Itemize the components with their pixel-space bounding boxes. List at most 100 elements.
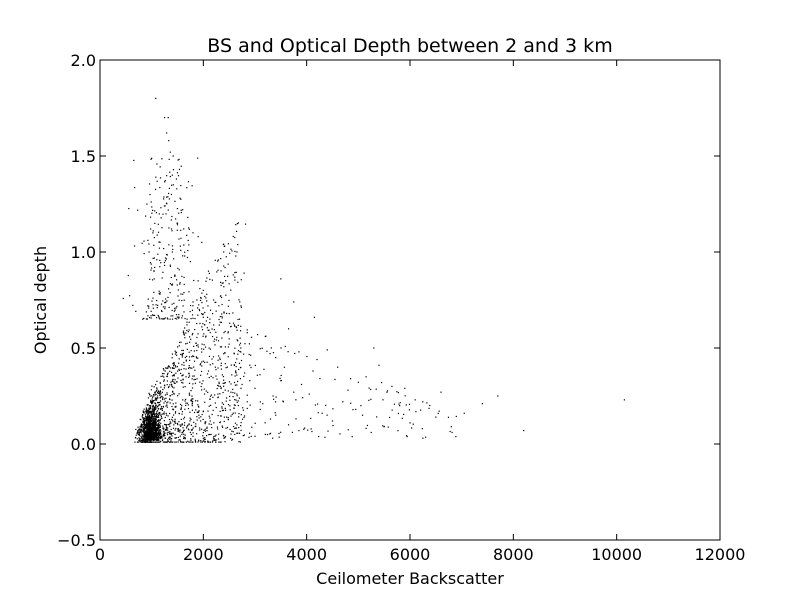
data-point-dense <box>254 364 256 367</box>
data-point-dense <box>160 440 162 442</box>
data-point-dense <box>206 373 209 375</box>
data-point <box>231 439 233 441</box>
data-point-dense <box>166 404 168 406</box>
data-point-dense <box>151 279 154 281</box>
data-point-dense <box>287 351 289 353</box>
y-tick-label: 0.0 <box>71 435 96 454</box>
data-point-dense <box>149 216 152 218</box>
data-point-dense <box>181 431 183 434</box>
data-point-dense <box>155 429 157 431</box>
data-point-dense <box>232 412 234 414</box>
data-point <box>236 393 238 395</box>
data-point-dense <box>201 343 203 345</box>
data-point-dense <box>153 291 155 293</box>
data-point-dense <box>203 348 205 350</box>
data-point <box>225 312 228 315</box>
data-point-dense <box>220 441 222 443</box>
data-point-dense <box>256 374 258 376</box>
data-point-dense <box>219 385 221 387</box>
data-point <box>269 418 272 420</box>
data-point-dense <box>162 300 164 302</box>
data-point-dense <box>152 422 154 425</box>
data-point-dense <box>144 438 146 440</box>
data-point-dense <box>152 401 154 403</box>
data-point-dense <box>183 437 185 440</box>
data-point-dense <box>408 409 411 411</box>
data-point-dense <box>146 431 148 434</box>
data-point-dense <box>239 330 242 332</box>
data-point-dense <box>149 435 152 437</box>
data-point-dense <box>139 440 141 443</box>
data-point-dense <box>168 386 170 388</box>
data-point-dense <box>192 317 194 319</box>
data-point-dense <box>218 324 220 326</box>
data-point-dense <box>185 427 188 429</box>
data-point-dense <box>152 406 154 408</box>
data-point-dense <box>160 262 162 264</box>
data-point-dense <box>187 404 189 406</box>
data-point-dense <box>157 231 160 233</box>
data-point-dense <box>217 384 219 387</box>
data-point-dense <box>148 422 150 424</box>
data-point-dense <box>324 436 326 438</box>
data-point-dense <box>206 426 208 428</box>
data-point-dense <box>183 334 186 336</box>
data-point-dense <box>136 432 138 435</box>
data-point-dense <box>219 358 221 361</box>
data-point <box>228 343 230 345</box>
data-point-dense <box>142 438 144 440</box>
data-point-dense <box>275 396 277 398</box>
data-point-dense <box>166 393 168 396</box>
data-point <box>179 197 181 199</box>
data-point-dense <box>148 433 150 435</box>
data-point-dense <box>197 400 199 402</box>
data-point-dense <box>146 439 148 441</box>
data-point-dense <box>183 436 185 438</box>
data-point <box>287 424 290 426</box>
data-point-dense <box>178 313 180 316</box>
data-point-dense <box>184 356 186 359</box>
data-point-dense <box>223 243 225 245</box>
data-point-dense <box>197 333 199 335</box>
data-point-dense <box>207 329 209 331</box>
data-point-dense <box>154 435 156 437</box>
data-point-dense <box>202 418 204 421</box>
data-point-dense <box>155 176 157 178</box>
data-point-dense <box>179 440 182 442</box>
data-point-dense <box>150 413 152 415</box>
data-point-dense <box>145 419 148 421</box>
data-point-dense <box>191 334 193 336</box>
data-point-dense <box>160 217 162 219</box>
data-point-dense <box>183 333 185 335</box>
data-point-dense <box>171 380 173 382</box>
data-point-dense <box>201 313 203 315</box>
data-point-dense <box>145 436 147 438</box>
data-point-dense <box>135 434 137 436</box>
data-point-dense <box>144 424 146 426</box>
data-point-dense <box>218 441 220 443</box>
data-point-dense <box>183 291 185 294</box>
data-point-dense <box>166 375 168 377</box>
x-tick-label: 4000 <box>286 545 327 564</box>
data-point-dense <box>150 422 152 424</box>
data-point-dense <box>133 245 136 247</box>
data-point-dense <box>158 421 160 423</box>
data-point-dense <box>151 427 153 429</box>
data-point-dense <box>221 407 223 409</box>
data-point-dense <box>173 382 176 384</box>
data-point-dense <box>172 248 174 251</box>
data-point-dense <box>153 437 156 440</box>
data-point-dense <box>223 353 225 355</box>
data-point-dense <box>160 414 162 416</box>
data-point-dense <box>159 425 161 427</box>
data-point-dense <box>234 375 236 377</box>
data-point-dense <box>154 404 157 406</box>
data-point-dense <box>199 299 202 302</box>
data-point-dense <box>154 413 156 415</box>
data-point-dense <box>158 432 161 434</box>
data-point <box>391 385 393 387</box>
data-point-dense <box>182 349 184 352</box>
data-point-dense <box>176 222 178 224</box>
data-point-dense <box>327 430 329 432</box>
data-point-dense <box>274 412 276 414</box>
